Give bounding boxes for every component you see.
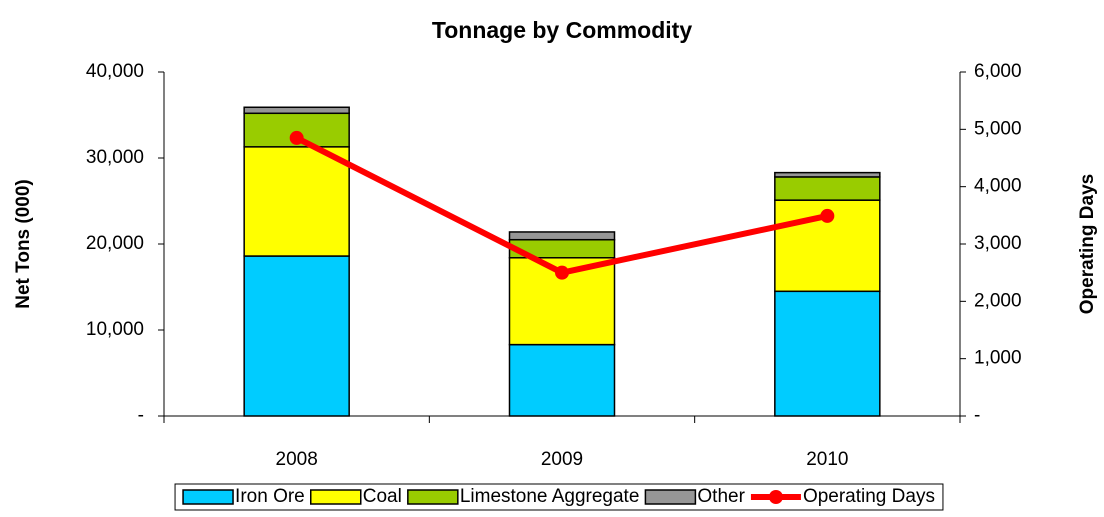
- line-marker: [820, 208, 835, 223]
- bar-segment: [774, 290, 881, 417]
- legend-label: Limestone Aggregate: [460, 486, 640, 507]
- x-tick-label: 2009: [541, 449, 583, 470]
- y2-tick-label: -: [974, 405, 980, 426]
- y-tick-label: 30,000: [86, 147, 144, 168]
- legend-swatch: [644, 489, 697, 505]
- y-tick-label: 10,000: [86, 319, 144, 340]
- y2-tick-label: 6,000: [974, 61, 1022, 82]
- bar-segment: [774, 171, 881, 178]
- line-marker: [555, 265, 569, 280]
- y-axis-title: Net Tons (000): [13, 179, 34, 309]
- y2-tick-label: 3,000: [974, 233, 1022, 254]
- legend-label: Iron Ore: [235, 486, 305, 507]
- legend-swatch: [310, 489, 362, 505]
- bar-segment: [508, 231, 616, 241]
- bar-segment: [774, 176, 881, 201]
- bar-segment: [508, 343, 616, 417]
- x-tick-label: 2008: [276, 449, 318, 470]
- y2-tick-label: 5,000: [974, 118, 1022, 139]
- legend-swatch: [407, 489, 459, 505]
- bar-segment: [243, 255, 350, 417]
- x-tick-label: 2010: [806, 449, 848, 470]
- y-tick-label: 40,000: [86, 61, 144, 82]
- y2-axis-title: Operating Days: [1077, 174, 1098, 314]
- bar-segment: [243, 106, 350, 115]
- legend: [174, 483, 944, 511]
- line-marker: [289, 130, 304, 145]
- legend-swatch: [182, 489, 234, 505]
- y2-tick-label: 4,000: [974, 176, 1022, 197]
- y-tick-label: 20,000: [86, 233, 144, 254]
- y2-tick-label: 1,000: [974, 348, 1022, 369]
- y2-tick-label: 2,000: [974, 290, 1022, 311]
- bar-segment: [243, 146, 350, 257]
- chart-title: Tonnage by Commodity: [432, 17, 692, 43]
- y-tick-label: -: [138, 405, 144, 426]
- legend-label: Operating Days: [803, 486, 935, 507]
- legend-label: Coal: [363, 486, 402, 507]
- legend-label: Other: [697, 486, 745, 507]
- legend-swatch: [768, 490, 783, 504]
